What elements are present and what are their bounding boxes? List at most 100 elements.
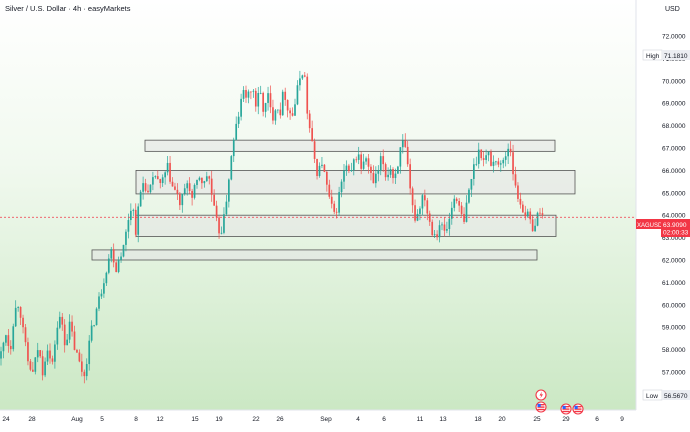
candle-body bbox=[313, 141, 316, 159]
candle-body bbox=[450, 207, 453, 219]
candle-body bbox=[372, 172, 375, 184]
candle-body bbox=[242, 89, 245, 99]
lightning-event-icon[interactable] bbox=[535, 389, 547, 401]
candle-body bbox=[14, 307, 17, 327]
us-flag-event-icon[interactable] bbox=[535, 401, 547, 413]
candle-body bbox=[352, 159, 355, 170]
time-tick-label: Aug bbox=[71, 416, 83, 423]
candle-body bbox=[66, 339, 68, 346]
candle-body bbox=[154, 176, 157, 178]
candle-body bbox=[252, 90, 255, 92]
candle-body bbox=[534, 225, 536, 232]
time-tick-label: 13 bbox=[439, 416, 447, 423]
candle-body bbox=[54, 344, 56, 362]
candle-body bbox=[176, 189, 179, 194]
candle-body bbox=[39, 350, 42, 357]
currency-label[interactable]: USD bbox=[665, 6, 680, 13]
candle-body bbox=[507, 148, 509, 157]
candle-body bbox=[401, 140, 404, 148]
candle-body bbox=[480, 149, 483, 159]
candle-body bbox=[218, 217, 220, 234]
candle-body bbox=[426, 200, 429, 214]
candle-body bbox=[475, 163, 478, 165]
candle-body bbox=[2, 342, 5, 352]
time-tick-label: 4 bbox=[356, 416, 360, 423]
candle-body bbox=[424, 195, 426, 201]
candle-body bbox=[512, 152, 514, 175]
price-zone[interactable] bbox=[91, 249, 538, 261]
candle-body bbox=[201, 177, 203, 184]
candle-body bbox=[262, 92, 264, 112]
price-zone[interactable] bbox=[144, 139, 556, 152]
time-tick-label: 5 bbox=[100, 416, 104, 423]
last-price-value: 63.9090 bbox=[663, 222, 687, 229]
candle-body bbox=[193, 184, 196, 198]
candle-body bbox=[473, 164, 475, 179]
candle-body bbox=[421, 195, 424, 209]
candle-body bbox=[56, 327, 59, 345]
candle-body bbox=[502, 159, 505, 164]
price-zone[interactable] bbox=[135, 169, 576, 195]
candle-body bbox=[174, 186, 176, 190]
candle-body bbox=[34, 357, 37, 372]
candle-body bbox=[311, 128, 313, 142]
candle-body bbox=[215, 205, 218, 218]
time-tick-label: 6 bbox=[595, 416, 599, 423]
candle-body bbox=[68, 321, 71, 340]
candle-body bbox=[115, 262, 117, 273]
candle-body bbox=[517, 185, 519, 199]
candle-body bbox=[247, 91, 250, 98]
candle-body bbox=[213, 194, 215, 206]
candle-body bbox=[321, 164, 323, 166]
candle-body bbox=[291, 113, 294, 116]
price-tick-label: 68.0000 bbox=[662, 123, 686, 130]
candle-body bbox=[514, 174, 517, 186]
candle-body bbox=[73, 331, 76, 350]
candle-body bbox=[318, 165, 321, 176]
candle-body bbox=[95, 308, 98, 326]
candle-body bbox=[406, 146, 409, 165]
candle-body bbox=[458, 200, 460, 206]
candle-body bbox=[130, 210, 132, 221]
bar-countdown: 02:00:33 bbox=[663, 230, 689, 237]
candle-body bbox=[171, 181, 174, 187]
price-tick-label: 62.0000 bbox=[662, 258, 686, 265]
candle-body bbox=[203, 181, 206, 184]
candle-body bbox=[264, 102, 267, 112]
economic-events[interactable] bbox=[535, 389, 584, 415]
candle-body bbox=[360, 154, 362, 169]
candle-body bbox=[294, 104, 296, 116]
candle-body bbox=[284, 91, 287, 100]
candle-body bbox=[453, 198, 456, 208]
candle-body bbox=[355, 159, 358, 161]
candle-body bbox=[17, 306, 19, 308]
candle-body bbox=[460, 205, 463, 214]
price-tick-label: 58.0000 bbox=[662, 347, 686, 354]
us-flag-event-icon[interactable] bbox=[572, 403, 584, 415]
candle-body bbox=[411, 188, 414, 206]
candle-body bbox=[330, 196, 333, 204]
candle-body bbox=[125, 231, 127, 245]
candle-body bbox=[7, 335, 10, 346]
candle-body bbox=[259, 92, 262, 94]
candle-body bbox=[392, 168, 394, 179]
candle-body bbox=[306, 76, 309, 114]
candle-body bbox=[377, 170, 380, 174]
candle-body bbox=[127, 220, 130, 232]
candle-body bbox=[370, 166, 372, 173]
last-price-tag: XAGUSD 63.9090 02:00:33 bbox=[636, 219, 690, 237]
candle-body bbox=[228, 179, 230, 202]
price-zone[interactable] bbox=[135, 214, 557, 237]
candle-body bbox=[477, 149, 480, 164]
candlestick-series bbox=[0, 70, 544, 384]
candle-body bbox=[470, 178, 473, 190]
candle-body bbox=[41, 356, 44, 376]
time-axis-ticks: 24 28 Aug 5 8 12 15 19 22 26 Sep 4 6 11 13 18 20 25 29 6 9 bbox=[2, 416, 624, 423]
time-tick-label: 18 bbox=[474, 416, 482, 423]
us-flag-event-icon[interactable] bbox=[560, 403, 572, 415]
candle-body bbox=[83, 371, 86, 377]
candle-body bbox=[465, 202, 468, 222]
candle-body bbox=[81, 361, 83, 372]
